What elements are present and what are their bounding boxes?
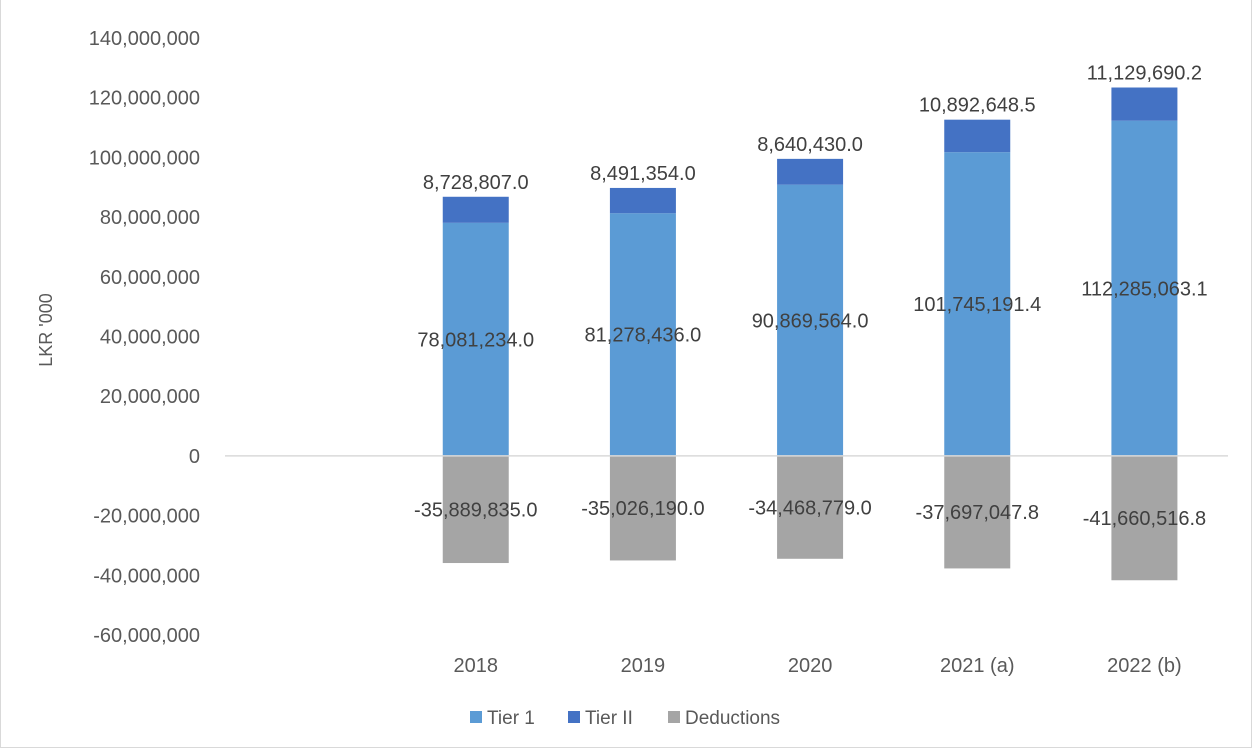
- y-axis-title: LKR '000: [36, 293, 56, 367]
- x-tick-label: 2022 (b): [1107, 655, 1182, 677]
- data-label-deductions: -41,660,516.8: [1083, 508, 1206, 530]
- data-label-deductions: -35,026,190.0: [581, 498, 704, 520]
- x-tick-label: 2018: [454, 655, 499, 677]
- bar-tier-ii: [944, 119, 1011, 153]
- legend: Tier 1 Tier II Deductions: [470, 708, 780, 729]
- legend-label: Deductions: [685, 708, 780, 729]
- data-label-tier-ii: 8,640,430.0: [757, 134, 863, 156]
- y-axis-ticks: 140,000,000 120,000,000 100,000,000 80,000,…: [89, 28, 200, 647]
- data-label-tier-1: 78,081,234.0: [417, 329, 534, 351]
- data-labels: 78,081,234.0 8,728,807.0 -35,889,835.0 81,2…: [414, 63, 1208, 531]
- data-label-tier-1: 101,745,191.4: [913, 294, 1041, 316]
- data-label-tier-1: 81,278,436.0: [585, 325, 702, 347]
- bar-deductions: [1111, 455, 1178, 581]
- y-tick-label: -20,000,000: [93, 506, 200, 528]
- x-tick-label: 2020: [788, 655, 833, 677]
- bar-tier-1: [944, 152, 1011, 456]
- bar-deductions: [609, 455, 676, 561]
- x-tick-label: 2019: [621, 655, 666, 677]
- bar-tier-ii: [442, 196, 509, 223]
- data-label-tier-ii: 10,892,648.5: [919, 95, 1036, 117]
- data-label-tier-ii: 11,129,690.2: [1087, 63, 1202, 85]
- legend-swatch: [470, 711, 482, 723]
- data-label-tier-ii: 8,728,807.0: [423, 172, 529, 194]
- y-tick-label: 60,000,000: [100, 267, 200, 289]
- y-tick-label: -40,000,000: [93, 565, 200, 587]
- legend-swatch: [668, 711, 680, 723]
- y-tick-label: 120,000,000: [89, 88, 200, 110]
- y-tick-label: 140,000,000: [89, 28, 200, 50]
- bars: [442, 87, 1178, 581]
- bar-tier-1: [442, 222, 509, 456]
- legend-label: Tier II: [585, 708, 633, 729]
- bar-tier-1: [777, 184, 844, 456]
- data-label-tier-1: 112,285,063.1: [1081, 278, 1207, 300]
- bar-deductions: [777, 455, 844, 559]
- bar-tier-1: [1111, 120, 1178, 456]
- legend-swatch: [568, 711, 580, 723]
- y-tick-label: 40,000,000: [100, 327, 200, 349]
- y-tick-label: 80,000,000: [100, 207, 200, 229]
- data-label-deductions: -37,697,047.8: [916, 502, 1039, 524]
- x-axis-ticks: 2018 2019 2020 2021 (a) 2022 (b): [454, 655, 1182, 677]
- legend-label: Tier 1: [487, 708, 535, 729]
- bar-deductions: [944, 455, 1011, 569]
- data-label-deductions: -35,889,835.0: [414, 499, 537, 521]
- bar-tier-ii: [609, 187, 676, 214]
- data-label-tier-1: 90,869,564.0: [752, 310, 869, 332]
- y-tick-label: 100,000,000: [89, 147, 200, 169]
- data-label-tier-ii: 8,491,354.0: [590, 163, 696, 185]
- bar-tier-ii: [777, 158, 844, 185]
- y-tick-label: 20,000,000: [100, 386, 200, 408]
- x-tick-label: 2021 (a): [940, 655, 1015, 677]
- y-tick-label: -60,000,000: [93, 625, 200, 647]
- bar-tier-ii: [1111, 87, 1178, 121]
- data-label-deductions: -34,468,779.0: [748, 497, 871, 519]
- bar-tier-1: [609, 213, 676, 456]
- bar-deductions: [442, 455, 509, 564]
- y-tick-label: 0: [189, 446, 200, 468]
